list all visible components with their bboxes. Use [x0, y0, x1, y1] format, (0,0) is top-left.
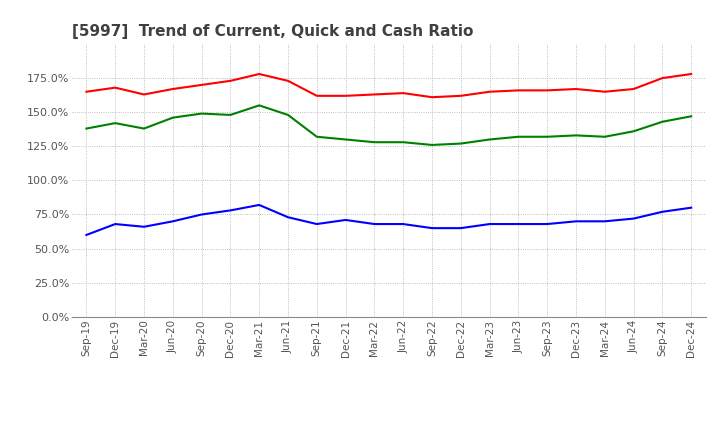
Cash Ratio — [658, 209, 667, 214]
Current Ratio — [687, 71, 696, 77]
Cash Ratio — [284, 215, 292, 220]
Line: Cash Ratio: Cash Ratio — [86, 205, 691, 235]
Current Ratio — [428, 95, 436, 100]
Cash Ratio — [514, 221, 523, 227]
Cash Ratio — [111, 221, 120, 227]
Current Ratio — [255, 71, 264, 77]
Line: Current Ratio: Current Ratio — [86, 74, 691, 97]
Current Ratio — [140, 92, 148, 97]
Cash Ratio — [82, 232, 91, 238]
Cash Ratio — [399, 221, 408, 227]
Current Ratio — [658, 76, 667, 81]
Quick Ratio — [485, 137, 494, 142]
Quick Ratio — [514, 134, 523, 139]
Cash Ratio — [572, 219, 580, 224]
Current Ratio — [341, 93, 350, 99]
Text: [5997]  Trend of Current, Quick and Cash Ratio: [5997] Trend of Current, Quick and Cash … — [72, 24, 473, 39]
Cash Ratio — [312, 221, 321, 227]
Cash Ratio — [428, 225, 436, 231]
Quick Ratio — [629, 128, 638, 134]
Quick Ratio — [572, 133, 580, 138]
Current Ratio — [629, 86, 638, 92]
Cash Ratio — [456, 225, 465, 231]
Cash Ratio — [140, 224, 148, 229]
Cash Ratio — [197, 212, 206, 217]
Cash Ratio — [543, 221, 552, 227]
Quick Ratio — [658, 119, 667, 125]
Quick Ratio — [312, 134, 321, 139]
Quick Ratio — [370, 139, 379, 145]
Quick Ratio — [255, 103, 264, 108]
Cash Ratio — [226, 208, 235, 213]
Current Ratio — [514, 88, 523, 93]
Quick Ratio — [600, 134, 609, 139]
Quick Ratio — [687, 114, 696, 119]
Cash Ratio — [168, 219, 177, 224]
Quick Ratio — [82, 126, 91, 131]
Quick Ratio — [456, 141, 465, 146]
Cash Ratio — [341, 217, 350, 223]
Current Ratio — [197, 82, 206, 88]
Current Ratio — [168, 86, 177, 92]
Cash Ratio — [255, 202, 264, 208]
Current Ratio — [543, 88, 552, 93]
Current Ratio — [284, 78, 292, 84]
Cash Ratio — [687, 205, 696, 210]
Cash Ratio — [370, 221, 379, 227]
Quick Ratio — [284, 112, 292, 117]
Current Ratio — [312, 93, 321, 99]
Line: Quick Ratio: Quick Ratio — [86, 105, 691, 145]
Quick Ratio — [140, 126, 148, 131]
Cash Ratio — [485, 221, 494, 227]
Quick Ratio — [226, 112, 235, 117]
Quick Ratio — [168, 115, 177, 120]
Quick Ratio — [399, 139, 408, 145]
Cash Ratio — [629, 216, 638, 221]
Cash Ratio — [600, 219, 609, 224]
Current Ratio — [226, 78, 235, 84]
Quick Ratio — [428, 142, 436, 147]
Current Ratio — [456, 93, 465, 99]
Quick Ratio — [341, 137, 350, 142]
Quick Ratio — [543, 134, 552, 139]
Current Ratio — [370, 92, 379, 97]
Current Ratio — [600, 89, 609, 94]
Current Ratio — [82, 89, 91, 94]
Current Ratio — [111, 85, 120, 90]
Current Ratio — [572, 86, 580, 92]
Quick Ratio — [111, 121, 120, 126]
Quick Ratio — [197, 111, 206, 116]
Current Ratio — [485, 89, 494, 94]
Current Ratio — [399, 91, 408, 96]
